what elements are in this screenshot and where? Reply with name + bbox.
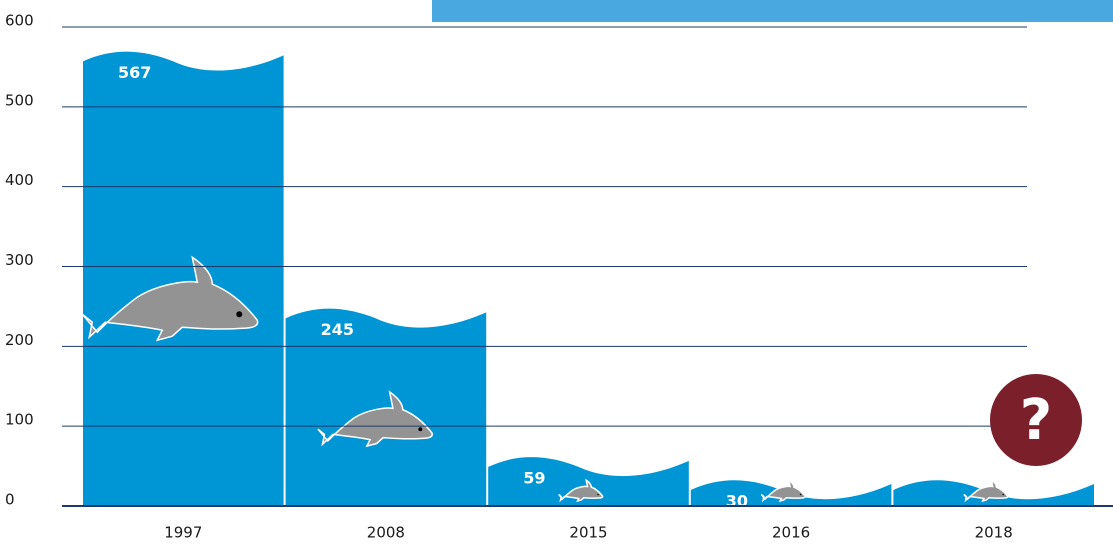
value-label: 245 (321, 320, 354, 339)
bar (83, 52, 284, 506)
x-tick-label: 2008 (367, 524, 405, 542)
x-tick-label: 2015 (569, 524, 607, 542)
y-tick-label: 100 (5, 411, 34, 429)
dolphin-eye (597, 494, 599, 496)
dolphin-eye (236, 311, 242, 317)
x-tick-label: 2016 (772, 524, 810, 542)
value-label: 59 (523, 468, 545, 487)
dolphin-eye (1002, 494, 1004, 496)
dolphin-eye (418, 427, 422, 431)
y-tick-label: 500 (5, 91, 34, 109)
y-tick-label: 400 (5, 171, 34, 189)
header-band (432, 0, 1113, 22)
y-tick-label: 600 (5, 12, 34, 30)
y-tick-label: 0 (5, 491, 15, 509)
chart: 1997 567 2008 245 2015 59 2016 30 2018 0 100 200 300… (0, 0, 1113, 544)
value-label: 30 (726, 492, 748, 511)
y-tick-label: 200 (5, 331, 34, 349)
annotation: ? (1020, 388, 1052, 453)
x-tick-label: 2018 (975, 524, 1013, 542)
x-tick-label: 1997 (164, 524, 202, 542)
dolphin-eye (800, 494, 802, 496)
value-label: 567 (118, 63, 151, 82)
y-tick-label: 300 (5, 251, 34, 269)
